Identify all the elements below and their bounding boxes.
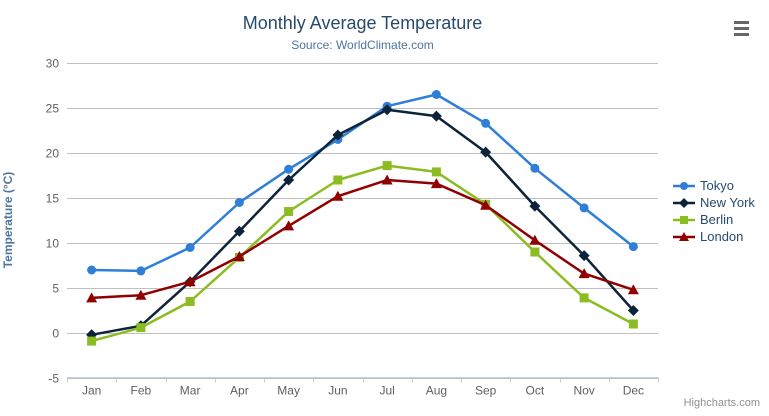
circle-marker-icon xyxy=(673,181,695,190)
chart-subtitle: Source: WorldClimate.com xyxy=(291,38,434,52)
square-marker-icon xyxy=(673,215,695,224)
data-point-marker-london[interactable] xyxy=(233,251,245,261)
series-line-berlin[interactable] xyxy=(90,164,635,343)
data-point-marker-tokyo[interactable] xyxy=(234,198,244,207)
data-point-marker-berlin[interactable] xyxy=(628,319,638,329)
data-point-marker-berlin[interactable] xyxy=(87,336,97,346)
y-axis-label: 0 xyxy=(52,327,59,341)
x-axis-label: Feb xyxy=(131,384,152,398)
series-line-london[interactable] xyxy=(90,178,635,300)
data-point-marker-tokyo[interactable] xyxy=(579,203,589,213)
data-point-marker-berlin[interactable] xyxy=(284,207,294,216)
x-axis-label: Oct xyxy=(526,384,545,398)
data-point-marker-tokyo[interactable] xyxy=(530,163,540,173)
diamond-marker-icon xyxy=(673,197,695,208)
data-point-marker-london[interactable] xyxy=(135,289,147,300)
x-axis-label: Dec xyxy=(623,384,644,398)
legend-label: London xyxy=(700,229,744,244)
data-point-marker-berlin[interactable] xyxy=(333,175,343,185)
legend-item-london[interactable]: London xyxy=(673,228,755,245)
legend-label: New York xyxy=(700,195,755,210)
data-point-marker-new-york[interactable] xyxy=(332,129,344,141)
data-point-marker-berlin[interactable] xyxy=(185,297,195,306)
data-point-marker-berlin[interactable] xyxy=(382,161,392,171)
x-axis-label: Nov xyxy=(573,384,594,398)
data-point-marker-tokyo[interactable] xyxy=(185,243,195,252)
y-axis-label: 5 xyxy=(52,282,59,296)
legend-label: Berlin xyxy=(700,212,734,227)
x-axis-label: Aug xyxy=(426,384,447,398)
triangle-marker-icon xyxy=(673,231,695,241)
y-axis-label: -5 xyxy=(48,372,59,386)
chart-title: Monthly Average Temperature xyxy=(242,13,483,33)
series-line-tokyo[interactable] xyxy=(90,93,635,273)
data-point-marker-london[interactable] xyxy=(381,174,393,185)
data-point-marker-new-york[interactable] xyxy=(283,174,295,186)
y-axis-label: 15 xyxy=(46,192,60,206)
y-axis-label: 10 xyxy=(46,237,60,251)
data-point-marker-london[interactable] xyxy=(430,178,442,189)
data-point-marker-tokyo[interactable] xyxy=(628,242,638,252)
x-axis-label: Mar xyxy=(180,384,201,398)
data-point-marker-tokyo[interactable] xyxy=(284,164,294,174)
data-point-marker-new-york[interactable] xyxy=(627,305,639,316)
data-point-marker-tokyo[interactable] xyxy=(87,265,97,275)
data-point-marker-london[interactable] xyxy=(480,199,492,210)
data-point-marker-new-york[interactable] xyxy=(529,200,541,212)
x-axis-label: Jun xyxy=(328,384,347,398)
data-point-marker-london[interactable] xyxy=(283,220,295,231)
data-point-marker-london[interactable] xyxy=(627,284,639,295)
legend-item-new-york[interactable]: New York xyxy=(673,194,755,211)
x-axis-label: Apr xyxy=(230,384,249,398)
data-point-marker-london[interactable] xyxy=(578,268,590,279)
data-point-marker-london[interactable] xyxy=(184,276,196,287)
data-point-marker-new-york[interactable] xyxy=(430,110,442,122)
data-point-marker-london[interactable] xyxy=(529,234,541,245)
data-point-marker-berlin[interactable] xyxy=(136,323,146,333)
legend: Tokyo New York Berlin London xyxy=(673,177,755,245)
export-menu-button[interactable] xyxy=(728,17,754,39)
legend-label: Tokyo xyxy=(700,178,734,193)
x-axis-label: May xyxy=(277,384,300,398)
x-axis-label: Jan xyxy=(82,384,101,398)
y-axis-label: 25 xyxy=(46,102,60,116)
legend-item-berlin[interactable]: Berlin xyxy=(673,211,755,228)
x-axis-label: Sep xyxy=(475,384,497,398)
data-point-marker-tokyo[interactable] xyxy=(481,118,491,128)
data-point-marker-tokyo[interactable] xyxy=(136,266,146,276)
series-line-new-york[interactable] xyxy=(90,108,635,337)
data-point-marker-new-york[interactable] xyxy=(578,250,590,262)
data-point-marker-london[interactable] xyxy=(332,190,344,201)
data-point-marker-london[interactable] xyxy=(86,292,98,303)
data-point-marker-new-york[interactable] xyxy=(480,146,492,158)
highcharts-credit-link[interactable]: Highcharts.com xyxy=(683,397,760,409)
data-point-marker-berlin[interactable] xyxy=(579,293,589,303)
legend-item-tokyo[interactable]: Tokyo xyxy=(673,177,755,194)
data-point-marker-tokyo[interactable] xyxy=(431,90,441,99)
data-point-marker-new-york[interactable] xyxy=(381,104,393,116)
x-axis-label: Jul xyxy=(379,384,394,398)
data-point-marker-berlin[interactable] xyxy=(431,167,441,177)
y-axis-label: 30 xyxy=(46,57,60,71)
data-point-marker-new-york[interactable] xyxy=(233,225,245,237)
data-point-marker-berlin[interactable] xyxy=(530,247,540,257)
y-axis-label: 20 xyxy=(46,147,60,161)
